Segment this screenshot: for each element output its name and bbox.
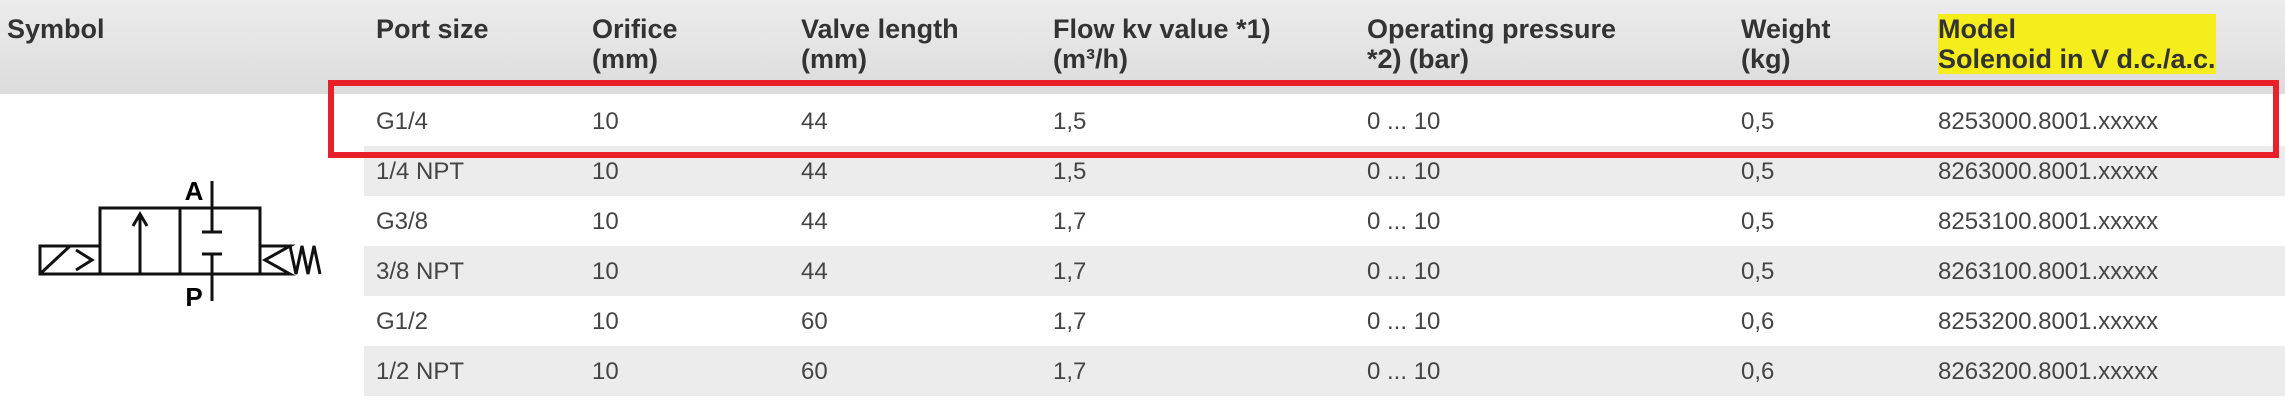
table-cell: 0,5 (1741, 108, 1775, 135)
table-cell: 1,7 (1053, 258, 1087, 285)
table-cell: 8253200.8001.xxxxx (1938, 308, 2159, 335)
table-cell: 0 ... 10 (1367, 208, 1441, 235)
table-cell: G1/4 (376, 108, 429, 135)
table-row: G1/4 10 44 1,5 0 ... 10 0,5 8253000.8001.xxxxx (364, 96, 2285, 146)
table-cell: 10 (592, 308, 619, 335)
table-header: Symbol Port size Orifice (mm) Valve length … (0, 0, 2285, 94)
table-cell: 44 (801, 208, 828, 235)
column-header: Orifice (mm) (592, 14, 678, 74)
table-cell: G1/2 (376, 308, 429, 335)
table-cell: G3/8 (376, 208, 429, 235)
table-cell: 10 (592, 258, 619, 285)
table-cell: 8263000.8001.xxxxx (1938, 158, 2159, 185)
table-cell: 0,6 (1741, 358, 1775, 385)
table-cell: 0 ... 10 (1367, 308, 1441, 335)
table-row: G1/2 10 60 1,7 0 ... 10 0,6 8253200.8001.xxxxx (364, 296, 2285, 346)
table-row: 3/8 NPT 10 44 1,7 0 ... 10 0,5 8263100.8001.xx… (364, 246, 2285, 296)
column-header: Flow kv value *1) (m³/h) (1053, 14, 1271, 74)
table-cell: 10 (592, 158, 619, 185)
table-cell: 60 (801, 308, 828, 335)
table-cell: 10 (592, 358, 619, 385)
table-cell: 1/4 NPT (376, 158, 465, 185)
table-row: 1/2 NPT 10 60 1,7 0 ... 10 0,6 8263200.8001.xx… (364, 346, 2285, 396)
table-cell: 1,7 (1053, 308, 1087, 335)
table-cell: 1/2 NPT (376, 358, 465, 385)
column-header: Port size (376, 14, 489, 44)
highlight-box (328, 80, 2279, 158)
table-cell: 3/8 NPT (376, 258, 465, 285)
port-label: A (185, 176, 204, 206)
table-cell: 1,5 (1053, 158, 1087, 185)
table-cell: 44 (801, 258, 828, 285)
table-cell: 0,5 (1741, 158, 1775, 185)
table-cell: 44 (801, 108, 828, 135)
table-cell: 1,5 (1053, 108, 1087, 135)
table-cell: 0 ... 10 (1367, 158, 1441, 185)
table-cell: 0,6 (1741, 308, 1775, 335)
column-header: Valve length (mm) (801, 14, 959, 74)
table-cell: 8253000.8001.xxxxx (1938, 108, 2159, 135)
column-header: Symbol (7, 14, 105, 44)
column-header: Model Solenoid in V d.c./a.c. (1938, 14, 2216, 74)
table-cell: 0 ... 10 (1367, 358, 1441, 385)
table-cell: 0 ... 10 (1367, 108, 1441, 135)
table-cell: 8263100.8001.xxxxx (1938, 258, 2159, 285)
table-cell: 60 (801, 358, 828, 385)
column-header: Operating pressure *2) (bar) (1367, 14, 1617, 74)
table-cell: 0 ... 10 (1367, 258, 1441, 285)
table-cell: 44 (801, 158, 828, 185)
table-cell: 1,7 (1053, 208, 1087, 235)
table-cell: 10 (592, 108, 619, 135)
column-header: Weight (kg) (1741, 14, 1831, 74)
table-cell: 1,7 (1053, 358, 1087, 385)
table-row: G3/8 10 44 1,7 0 ... 10 0,5 8253100.8001.xxxxx (364, 196, 2285, 246)
table-cell: 0,5 (1741, 258, 1775, 285)
table-cell: 10 (592, 208, 619, 235)
table-cell: 8253100.8001.xxxxx (1938, 208, 2159, 235)
table-cell: 8263200.8001.xxxxx (1938, 358, 2159, 385)
port-label: P (185, 282, 202, 312)
valve-symbol: A P (38, 176, 322, 312)
table-cell: 0,5 (1741, 208, 1775, 235)
